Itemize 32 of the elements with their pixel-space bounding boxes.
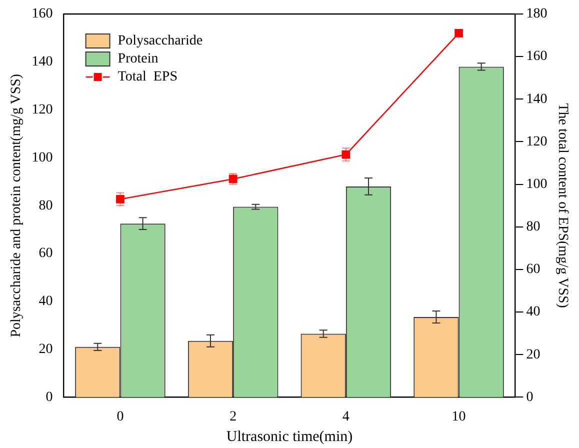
y2-tick-label: 60 (526, 262, 540, 278)
y-axis-title: Polysaccharide and protein content(mg/g VSS) (9, 74, 24, 338)
legend-label: Polysaccharide (118, 34, 203, 49)
y-tick-label: 120 (32, 102, 53, 118)
y-tick-label: 40 (38, 294, 53, 310)
y2-tick-label: 180 (526, 6, 548, 22)
x-axis-title: Ultrasonic time(min) (226, 428, 353, 445)
y-tick-label: 100 (32, 150, 53, 166)
y-tick-label: 140 (32, 54, 53, 70)
y-tick-label: 20 (38, 342, 53, 357)
legend-label: Protein (118, 52, 158, 67)
y2-axis-title: The total content of EPS(mg/g VSS) (554, 103, 570, 308)
y2-tick-label: 100 (526, 176, 548, 192)
y2-tick-label: 120 (526, 134, 548, 150)
y-tick-label: 60 (38, 246, 53, 262)
y2-tick-label: 160 (526, 49, 548, 64)
y2-tick-label: 0 (526, 390, 534, 405)
legend-label: Total EPS (118, 70, 178, 85)
x-tick-label: 10 (452, 409, 466, 424)
x-tick-label: 0 (116, 409, 124, 424)
y2-tick-label: 40 (526, 304, 540, 320)
y2-tick-label: 20 (526, 347, 540, 362)
x-tick-label: 4 (342, 409, 350, 424)
x-tick-label: 2 (230, 409, 237, 424)
y2-tick-label: 80 (526, 220, 540, 235)
point (342, 150, 350, 159)
y2-tick-label: 140 (526, 92, 548, 107)
y-tick-label: 80 (38, 198, 53, 214)
point (116, 195, 124, 204)
point (454, 28, 463, 38)
y-tick-label: 0 (46, 390, 53, 405)
y-tick-label: 160 (32, 6, 53, 22)
